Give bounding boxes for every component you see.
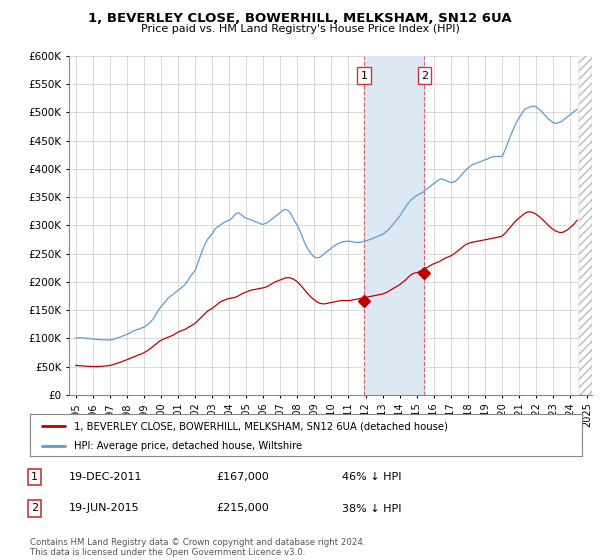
- Text: 1: 1: [361, 71, 368, 81]
- Text: 46% ↓ HPI: 46% ↓ HPI: [342, 472, 401, 482]
- Text: £167,000: £167,000: [216, 472, 269, 482]
- Bar: [578, 56, 592, 395]
- Bar: [364, 56, 424, 395]
- Text: 19-DEC-2011: 19-DEC-2011: [69, 472, 143, 482]
- Text: 19-JUN-2015: 19-JUN-2015: [69, 503, 140, 514]
- Text: 2: 2: [31, 503, 38, 514]
- Text: 38% ↓ HPI: 38% ↓ HPI: [342, 503, 401, 514]
- Text: £215,000: £215,000: [216, 503, 269, 514]
- Text: 1, BEVERLEY CLOSE, BOWERHILL, MELKSHAM, SN12 6UA (detached house): 1, BEVERLEY CLOSE, BOWERHILL, MELKSHAM, …: [74, 421, 448, 431]
- Text: Contains HM Land Registry data © Crown copyright and database right 2024.
This d: Contains HM Land Registry data © Crown c…: [30, 538, 365, 557]
- Text: Price paid vs. HM Land Registry's House Price Index (HPI): Price paid vs. HM Land Registry's House …: [140, 24, 460, 34]
- Text: 1, BEVERLEY CLOSE, BOWERHILL, MELKSHAM, SN12 6UA: 1, BEVERLEY CLOSE, BOWERHILL, MELKSHAM, …: [88, 12, 512, 25]
- Bar: [578, 56, 592, 395]
- Text: 2: 2: [421, 71, 428, 81]
- Text: HPI: Average price, detached house, Wiltshire: HPI: Average price, detached house, Wilt…: [74, 441, 302, 451]
- Text: 1: 1: [31, 472, 38, 482]
